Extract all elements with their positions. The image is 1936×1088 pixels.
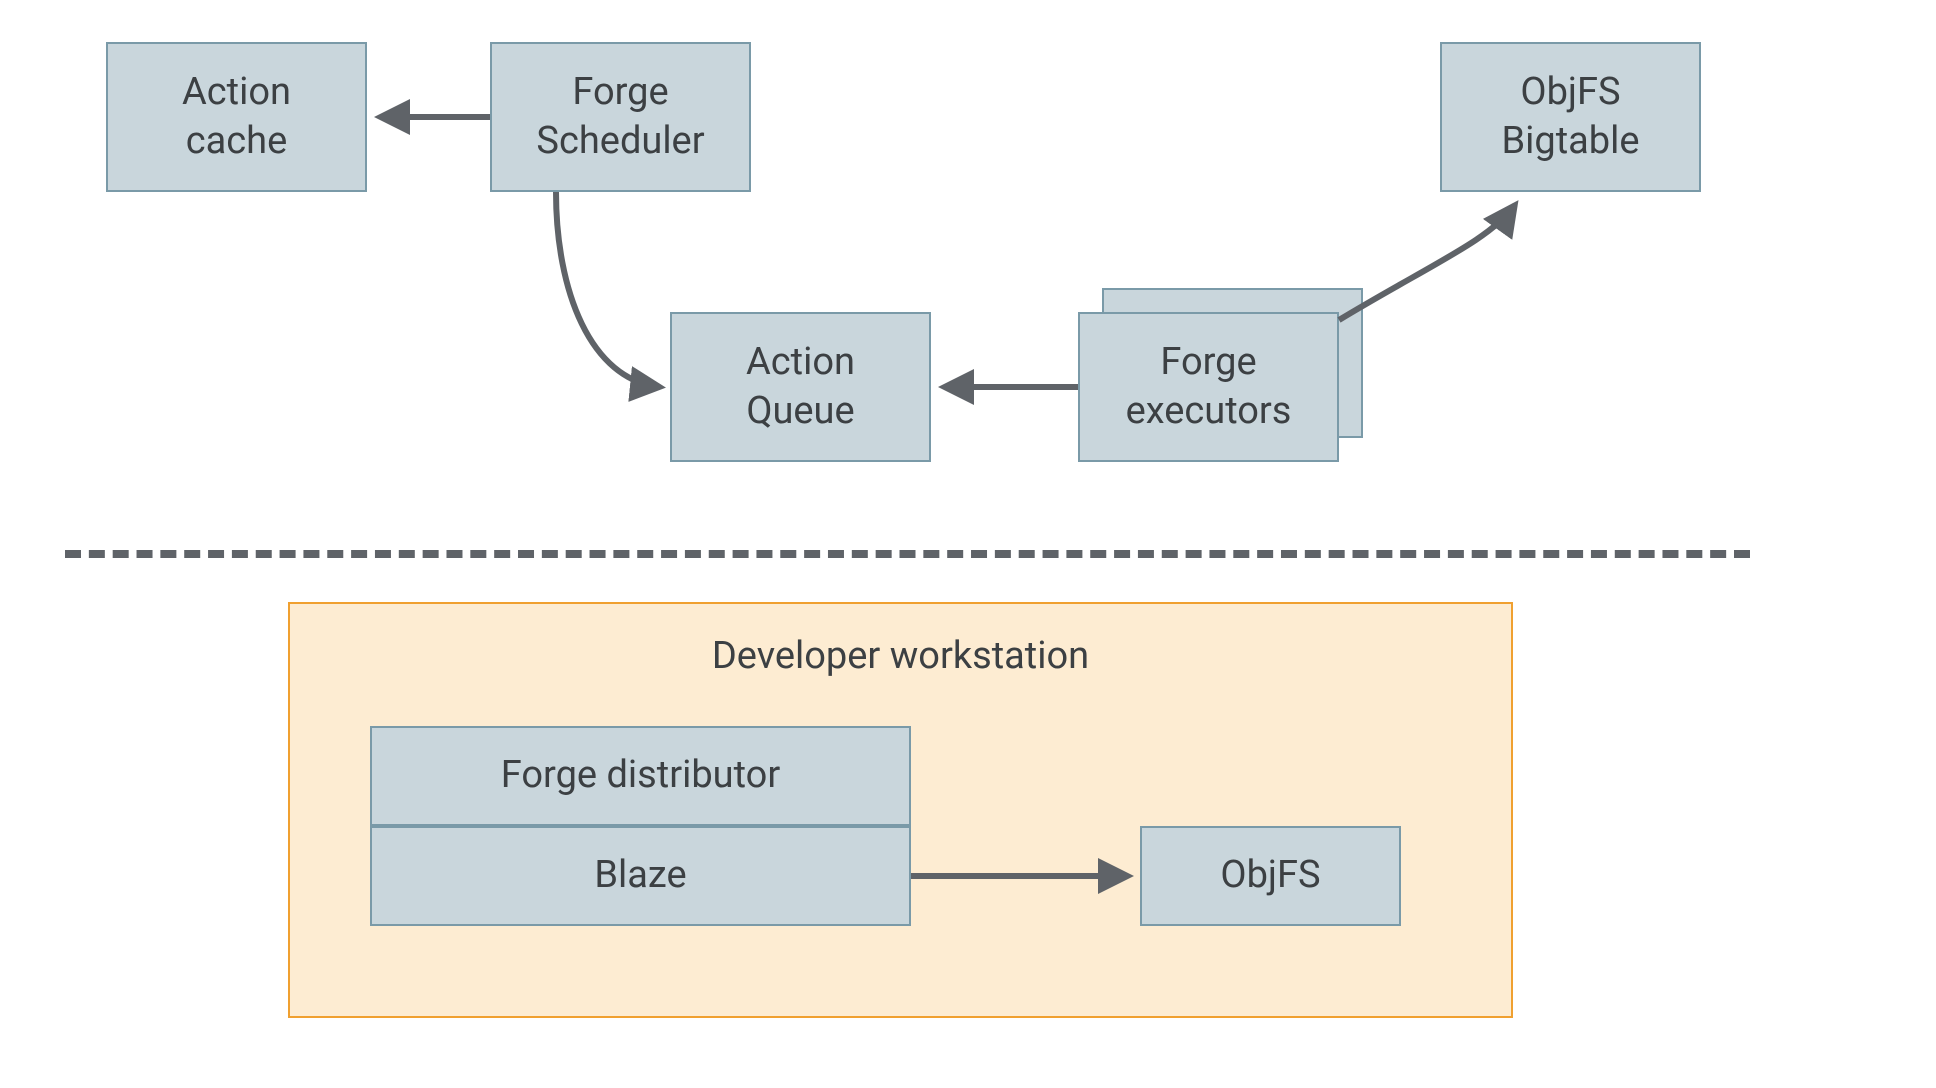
node-blaze: Blaze (370, 826, 911, 926)
node-objfs: ObjFS (1140, 826, 1401, 926)
node-action-queue: ActionQueue (670, 312, 931, 462)
edge-scheduler-to-queue (556, 192, 660, 387)
edge-executors-to-bigtable (1339, 205, 1515, 320)
node-label: Blaze (594, 851, 686, 900)
node-forge-scheduler: ForgeScheduler (490, 42, 751, 192)
node-label: ObjFS (1220, 851, 1320, 900)
node-forge-distributor: Forge distributor (370, 726, 911, 826)
node-label: Forgeexecutors (1126, 338, 1292, 437)
section-divider (65, 550, 1750, 558)
developer-workstation-title: Developer workstation (290, 634, 1511, 678)
node-label: ActionQueue (746, 338, 855, 437)
node-objfs-bigtable: ObjFSBigtable (1440, 42, 1701, 192)
node-action-cache: Actioncache (106, 42, 367, 192)
node-label: Forge distributor (501, 751, 780, 800)
node-label: Actioncache (182, 68, 291, 167)
node-label: ObjFSBigtable (1501, 68, 1639, 167)
node-label: ForgeScheduler (536, 68, 704, 167)
node-forge-executors: Forgeexecutors (1078, 312, 1339, 462)
diagram-container: Developer workstation Actioncache ForgeS… (0, 0, 1936, 1088)
